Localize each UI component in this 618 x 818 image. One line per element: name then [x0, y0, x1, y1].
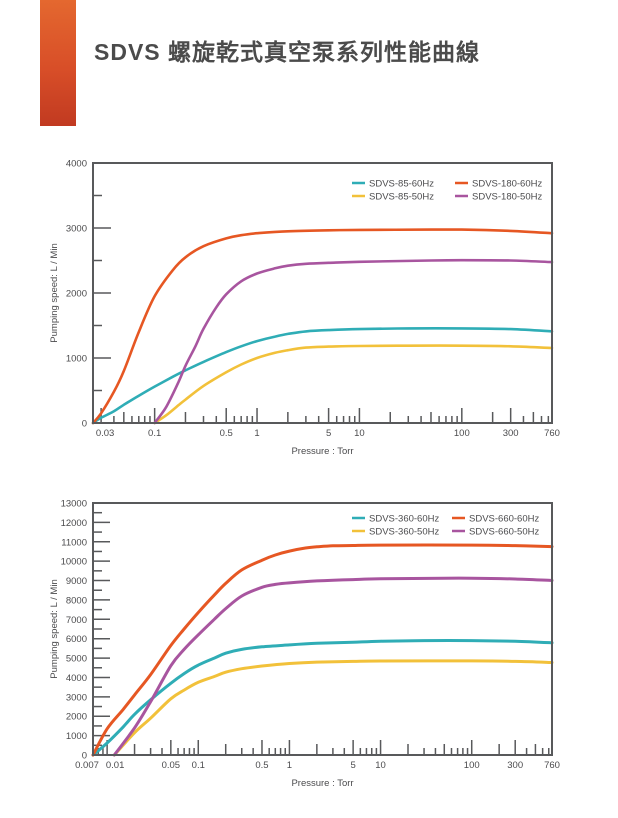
y-tick-label: 6000: [66, 634, 87, 645]
y-tick-label: 4000: [66, 159, 87, 170]
series-line-SDVS-360-50Hz: [112, 659, 554, 757]
x-tick-label: 760: [544, 760, 560, 771]
legend-label-SDVS-85-60Hz: SDVS-85-60Hz: [369, 179, 434, 190]
x-tick-label: 0.1: [148, 428, 161, 439]
series-line-SDVS-180-60Hz: [91, 228, 554, 425]
legend-label-SDVS-85-50Hz: SDVS-85-50Hz: [369, 192, 434, 203]
y-axis-title: Pumping speed: L / Min: [49, 243, 60, 342]
legend-label-SDVS-180-50Hz: SDVS-180-50Hz: [472, 192, 542, 203]
y-tick-label: 1000: [66, 731, 87, 742]
legend-label-SDVS-180-60Hz: SDVS-180-60Hz: [472, 179, 542, 190]
y-tick-label: 2000: [66, 289, 87, 300]
series-line-SDVS-85-50Hz: [153, 344, 554, 425]
plot-frame: [92, 502, 553, 756]
x-axis-title: Pressure : Torr: [291, 446, 353, 457]
x-tick-label: 1: [254, 428, 259, 439]
x-tick-label: 300: [503, 428, 519, 439]
y-tick-label: 2000: [66, 712, 87, 723]
y-tick-label: 3000: [66, 692, 87, 703]
x-tick-label: 0.03: [96, 428, 115, 439]
y-tick-label: 13000: [61, 499, 87, 510]
legend-label-SDVS-360-50Hz: SDVS-360-50Hz: [369, 527, 439, 538]
legend-label-SDVS-660-50Hz: SDVS-660-50Hz: [469, 527, 539, 538]
series-line-SDVS-660-60Hz: [91, 543, 554, 757]
x-tick-label: 5: [350, 760, 355, 771]
page-title: SDVS 螺旋乾式真空泵系列性能曲線: [94, 39, 481, 65]
y-tick-label: 5000: [66, 654, 87, 665]
y-tick-label: 10000: [61, 557, 87, 568]
y-tick-label: 7000: [66, 615, 87, 626]
x-tick-label: 0.1: [192, 760, 205, 771]
chart-sdvs-360-660-performance: 0100020003000400050006000700080009000100…: [49, 499, 560, 790]
x-tick-label: 0.5: [255, 760, 268, 771]
y-tick-label: 0: [82, 751, 87, 762]
y-tick-label: 4000: [66, 673, 87, 684]
chart-sdvs-85-180-performance: 0 1000 2000 3000 4000 0.03 0.1 0.5 1 5 10 100 300 760…: [49, 159, 560, 458]
series-line-SDVS-85-60Hz: [91, 327, 554, 425]
x-axis-title: Pressure : Torr: [291, 778, 353, 789]
y-tick-label: 0: [82, 419, 87, 430]
y-tick-label: 12000: [61, 518, 87, 529]
x-tick-label: 760: [544, 428, 560, 439]
x-tick-label: 10: [354, 428, 365, 439]
x-tick-label: 0.05: [162, 760, 181, 771]
y-tick-label: 11000: [61, 537, 87, 548]
x-tick-label: 0.5: [220, 428, 233, 439]
legend-label-SDVS-360-60Hz: SDVS-360-60Hz: [369, 514, 439, 525]
y-tick-label: 8000: [66, 595, 87, 606]
x-tick-label: 100: [464, 760, 480, 771]
x-tick-label: 0.01: [106, 760, 125, 771]
accent-bar: [40, 0, 76, 126]
x-tick-label: 0.007: [75, 760, 99, 771]
plot-frame: [92, 162, 553, 424]
y-tick-label: 3000: [66, 224, 87, 235]
y-tick-label: 9000: [66, 576, 87, 587]
x-tick-label: 5: [326, 428, 331, 439]
x-tick-label: 10: [375, 760, 386, 771]
series-line-SDVS-660-50Hz: [112, 576, 554, 757]
series-line-SDVS-180-50Hz: [153, 258, 554, 425]
y-axis-title: Pumping speed: L / Min: [49, 579, 60, 678]
series-line-SDVS-360-60Hz: [91, 639, 554, 757]
y-tick-label: 1000: [66, 354, 87, 365]
x-tick-label: 100: [454, 428, 470, 439]
x-tick-label: 300: [507, 760, 523, 771]
legend-label-SDVS-660-60Hz: SDVS-660-60Hz: [469, 514, 539, 525]
x-tick-label: 1: [287, 760, 292, 771]
